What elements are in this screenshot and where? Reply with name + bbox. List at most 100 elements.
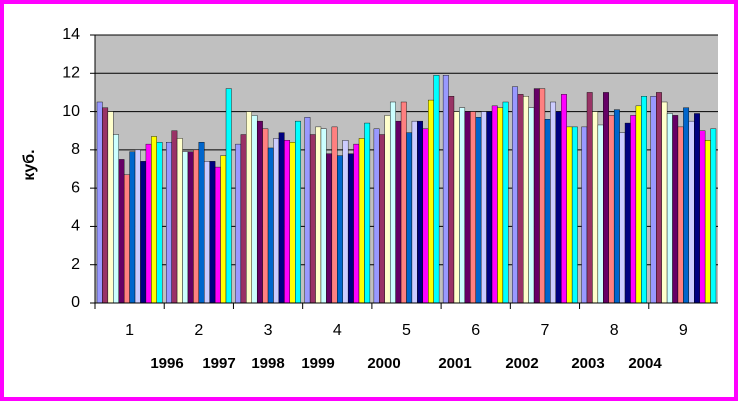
y-axis-label: куб. <box>21 149 38 180</box>
bar <box>603 92 609 304</box>
bar <box>123 174 130 304</box>
year-label: 2000 <box>367 355 400 372</box>
y-tick-label: 2 <box>71 256 80 273</box>
bar <box>442 74 449 304</box>
bar <box>267 147 274 304</box>
bar <box>406 132 413 304</box>
bar <box>225 88 232 304</box>
y-tick-label: 14 <box>62 26 80 43</box>
bar <box>395 120 402 304</box>
bar <box>256 120 263 304</box>
bar <box>528 107 535 304</box>
year-label: 2003 <box>571 355 604 372</box>
bar <box>198 141 205 304</box>
bar <box>417 120 424 304</box>
bar <box>422 128 429 304</box>
bar <box>273 138 280 304</box>
bar <box>102 107 109 304</box>
bar <box>517 94 524 304</box>
y-tick-label: 4 <box>71 218 80 235</box>
bar <box>475 117 482 304</box>
bar <box>214 166 221 304</box>
bar <box>641 96 647 304</box>
bar <box>358 138 365 304</box>
bar <box>523 96 529 304</box>
bar <box>464 111 471 304</box>
bar <box>656 92 662 304</box>
bar <box>129 151 136 304</box>
bar <box>630 115 637 304</box>
bar <box>320 128 327 304</box>
bar <box>694 113 700 304</box>
bar <box>561 94 567 304</box>
bar <box>597 124 604 304</box>
bar <box>635 105 642 304</box>
bar <box>710 128 717 304</box>
bar <box>262 128 269 304</box>
bar <box>704 140 711 304</box>
bar <box>176 138 183 304</box>
bar <box>240 134 247 304</box>
x-tick-label: 6 <box>471 322 480 339</box>
bar <box>209 161 216 304</box>
bar <box>619 132 626 304</box>
bar <box>550 101 557 304</box>
bar <box>246 111 252 304</box>
bar <box>650 96 657 304</box>
bar <box>699 130 706 304</box>
bar <box>364 122 371 304</box>
year-label: 1999 <box>301 355 334 372</box>
bar <box>459 107 466 304</box>
bar <box>373 128 380 304</box>
bar <box>304 117 311 304</box>
bar <box>608 115 615 304</box>
bar <box>251 115 258 304</box>
x-tick-label: 2 <box>194 322 203 339</box>
bar <box>571 126 578 304</box>
x-tick-label: 4 <box>333 322 342 339</box>
bar <box>502 101 509 304</box>
bar <box>151 136 157 304</box>
bar <box>512 86 518 304</box>
bar <box>581 126 588 304</box>
bar <box>389 101 396 304</box>
bar <box>278 132 285 304</box>
bar <box>193 149 200 304</box>
bar <box>688 120 695 304</box>
bar <box>284 140 290 304</box>
bar <box>486 111 493 304</box>
bar <box>566 126 573 304</box>
bar <box>661 101 668 304</box>
bar <box>107 111 114 304</box>
y-tick-label: 10 <box>62 103 80 120</box>
bar <box>533 88 540 304</box>
bar <box>613 109 620 304</box>
bar <box>586 92 593 304</box>
bar <box>331 126 338 304</box>
bar <box>491 105 498 304</box>
bar <box>539 88 546 304</box>
bar <box>171 130 178 304</box>
y-tick-label: 0 <box>71 294 80 311</box>
bar <box>624 122 631 304</box>
bar <box>156 141 163 304</box>
bar <box>353 143 360 304</box>
bar <box>666 113 673 304</box>
bar <box>220 155 227 304</box>
bar <box>309 134 316 304</box>
year-label: 2001 <box>438 355 471 372</box>
x-tick-label: 1 <box>125 322 134 339</box>
bar <box>96 101 103 304</box>
bar <box>118 159 125 304</box>
bar <box>683 107 690 304</box>
x-tick-label: 9 <box>679 322 688 339</box>
bar <box>166 141 172 304</box>
year-label: 1998 <box>251 355 284 372</box>
bar <box>140 161 147 304</box>
bar <box>672 115 679 304</box>
bar <box>326 153 333 304</box>
x-tick-label: 7 <box>540 322 549 339</box>
year-label: 2002 <box>505 355 538 372</box>
bar <box>342 140 349 304</box>
bar <box>592 111 599 304</box>
